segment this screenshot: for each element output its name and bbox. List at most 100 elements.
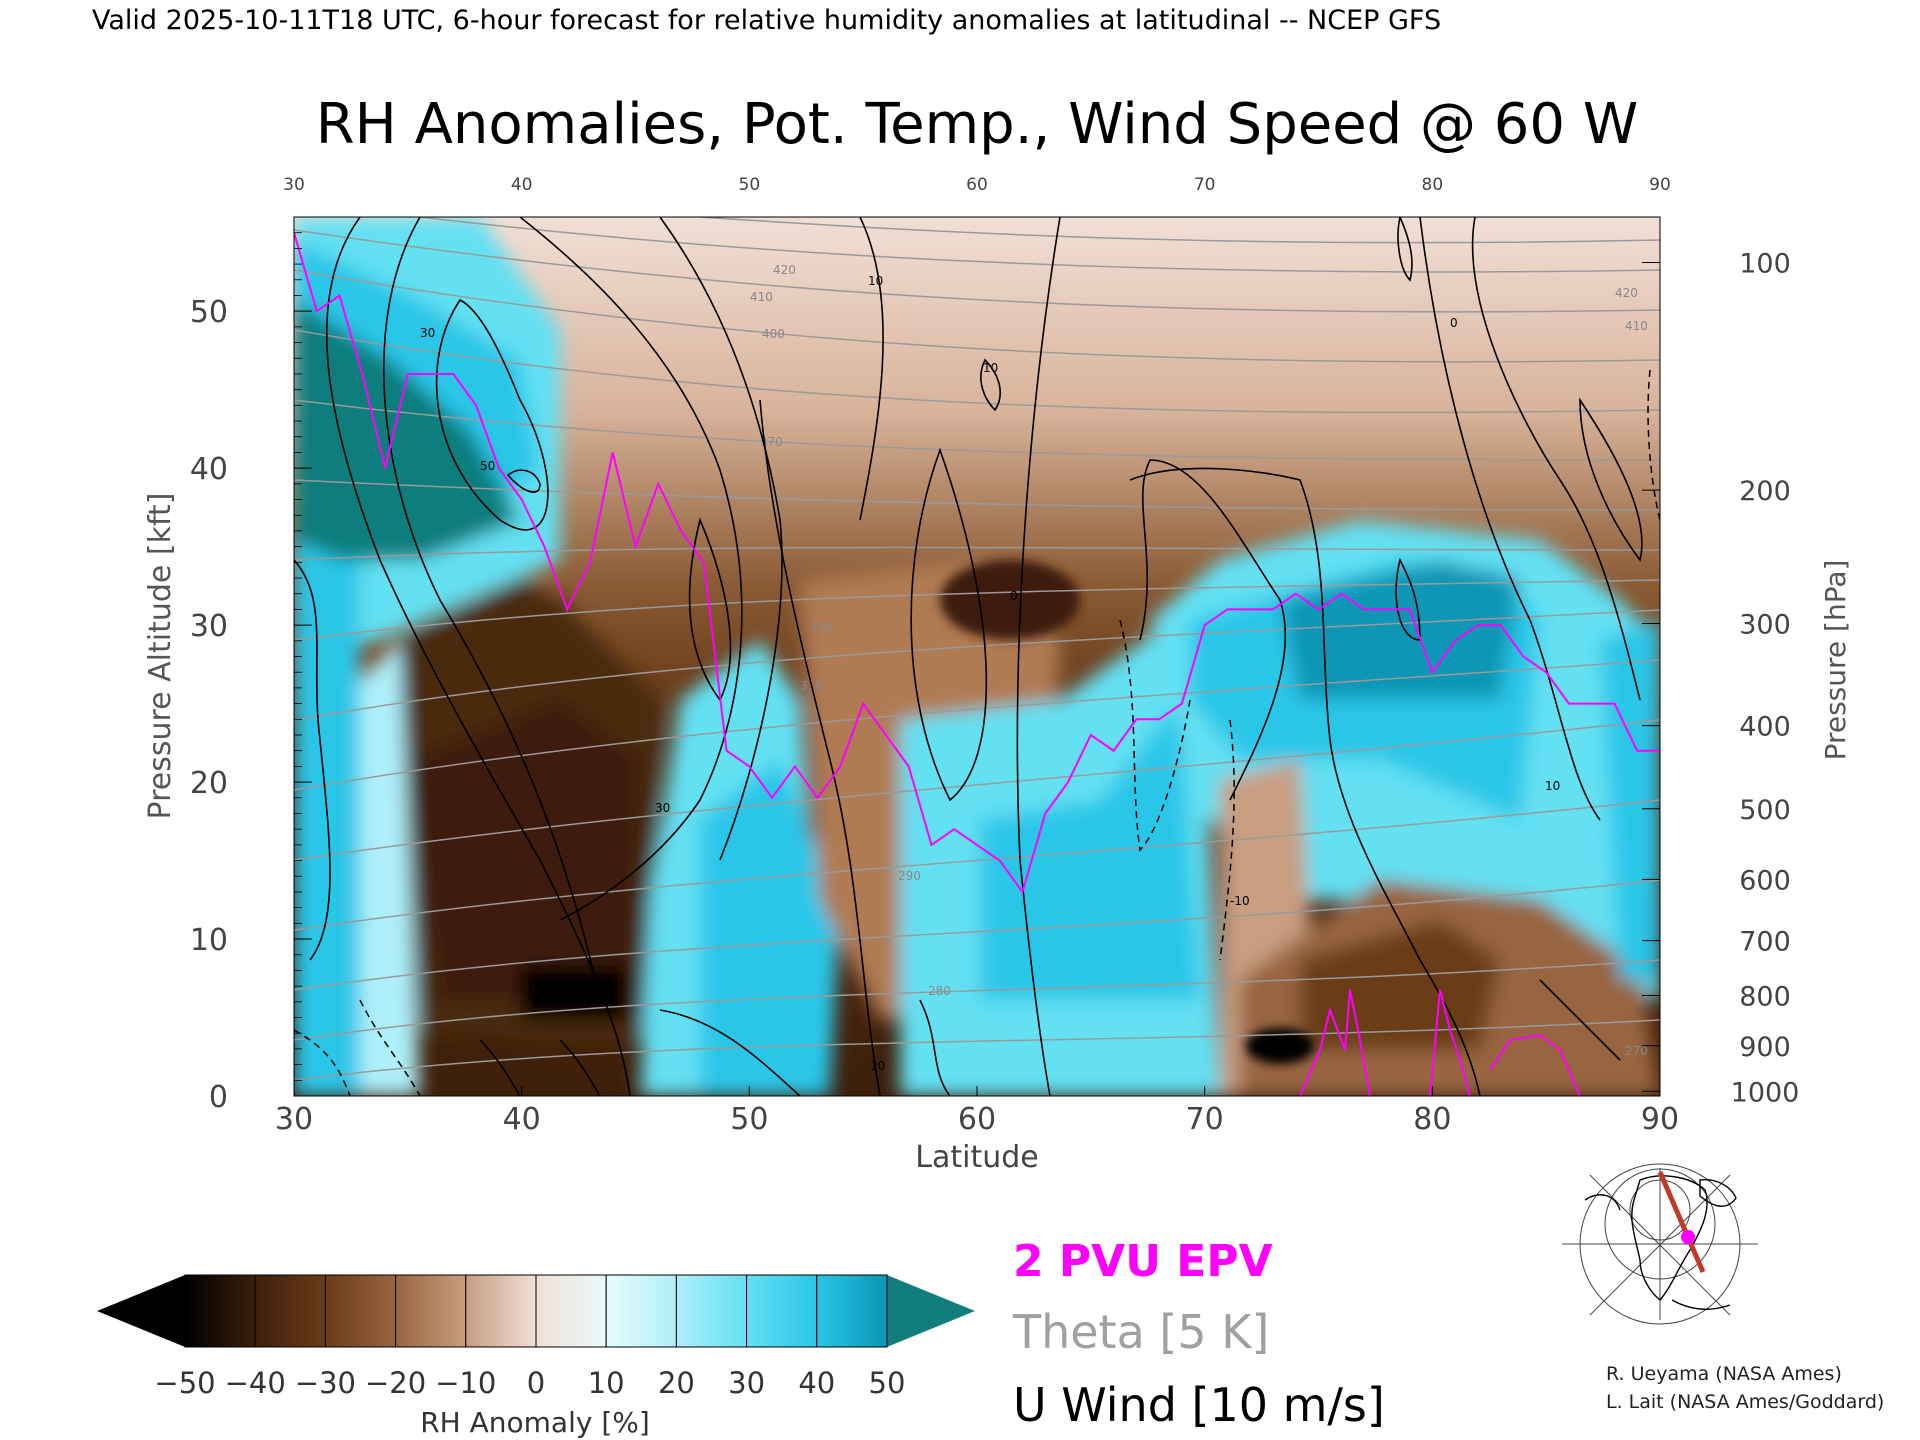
legend-theta: Theta [5 K] — [1012, 1305, 1269, 1359]
x-tick-label: 90 — [1641, 1102, 1679, 1137]
map-marker — [1681, 1230, 1695, 1244]
y-tick-label: 20 — [190, 766, 228, 801]
colorbar-tick-label: −10 — [435, 1366, 496, 1400]
legend: 2 PVU EPV Theta [5 K] U Wind [10 m/s] — [1012, 1236, 1385, 1432]
colorbar-tick-label: −30 — [295, 1366, 356, 1400]
theta-label: 400 — [762, 327, 785, 341]
colorbar-cell — [465, 1274, 537, 1348]
credit-line-1: R. Ueyama (NASA Ames) — [1606, 1363, 1842, 1385]
theta-label: 280 — [928, 984, 951, 998]
pressure-tick-label: 900 — [1739, 1032, 1791, 1063]
chart-title: RH Anomalies, Pot. Temp., Wind Speed @ 6… — [316, 92, 1638, 157]
y-tick-label: 30 — [190, 609, 228, 644]
pressure-tick-label: 1000 — [1731, 1077, 1800, 1108]
y-tick-label: 50 — [190, 295, 228, 330]
x-tick-label: 80 — [1413, 1102, 1451, 1137]
top-tick-label: 90 — [1649, 175, 1671, 195]
x-tick-label: 50 — [730, 1102, 768, 1137]
pressure-tick-label: 300 — [1739, 610, 1791, 641]
epv-2pvu-lower — [1299, 989, 1581, 1096]
wind-label: 10 — [868, 274, 883, 288]
top-tick-label: 80 — [1422, 175, 1444, 195]
colorbar-cell — [184, 1274, 256, 1348]
pressure-tick-label: 700 — [1739, 927, 1791, 958]
top-tick-label: 40 — [511, 175, 533, 195]
colorbar-tick-label: 40 — [798, 1366, 835, 1400]
top-tick-label: 30 — [283, 175, 305, 195]
wind-label: -10 — [1230, 894, 1250, 908]
theta-label: 410 — [1625, 319, 1648, 333]
theta-label: 270 — [1625, 1044, 1648, 1058]
legend-epv: 2 PVU EPV — [1013, 1236, 1273, 1287]
colorbar-tick-label: 10 — [588, 1366, 625, 1400]
legend-uwind: U Wind [10 m/s] — [1013, 1378, 1385, 1432]
latitude-ticks: 30 40 50 60 70 80 90 30 40 50 60 70 80 90 — [275, 175, 1679, 1137]
x-tick-label: 30 — [275, 1102, 313, 1137]
wind-label: 0 — [1010, 589, 1018, 603]
colorbar-tick-label: 20 — [658, 1366, 695, 1400]
plot-area: 420 410 400 370 320 310 290 280 270 420 … — [190, 175, 1800, 1137]
x-axis-title: Latitude — [915, 1140, 1038, 1175]
wind-contours — [294, 217, 1643, 1096]
colorbar-tick-label: 0 — [527, 1366, 545, 1400]
colorbar-tick-label: −40 — [225, 1366, 286, 1400]
wind-label: 30 — [655, 801, 670, 815]
wind-label: 50 — [480, 459, 495, 473]
wind-label: 10 — [983, 361, 998, 375]
header-text: Valid 2025-10-11T18 UTC, 6-hour forecast… — [92, 5, 1441, 36]
colorbar-cell — [816, 1274, 888, 1348]
colorbar-cell — [395, 1274, 467, 1348]
colorbar-cell — [254, 1274, 326, 1348]
colorbar-left-arrow — [97, 1275, 185, 1347]
colorbar-tick-label: 50 — [869, 1366, 906, 1400]
colorbar-tick-label: −20 — [365, 1366, 426, 1400]
colorbar-cell — [605, 1274, 677, 1348]
pressure-tick-label: 200 — [1739, 476, 1791, 507]
colorbar-label: RH Anomaly [%] — [420, 1406, 650, 1439]
colorbar: −50 −40 −30 −20 −10 0 10 20 30 40 50 RH Anomaly [%… — [97, 1274, 975, 1439]
wind-label: 10 — [1545, 779, 1560, 793]
y-tick-label: 40 — [190, 452, 228, 487]
y-tick-label: 10 — [190, 923, 228, 958]
locator-map — [1562, 1163, 1758, 1325]
top-tick-label: 50 — [739, 175, 761, 195]
top-tick-label: 60 — [966, 175, 988, 195]
epv-2pvu-line — [294, 232, 1660, 895]
x-tick-label: 40 — [503, 1102, 541, 1137]
pressure-tick-label: 800 — [1739, 982, 1791, 1013]
rh-anomaly-field: 420 410 400 370 320 310 290 280 270 420 … — [294, 217, 1660, 1096]
theta-label: 290 — [898, 869, 921, 883]
theta-label: 420 — [1615, 286, 1638, 300]
cross-section-line — [1657, 1171, 1706, 1273]
pressure-tick-label: 500 — [1739, 795, 1791, 826]
colorbar-cell — [675, 1274, 748, 1348]
x-tick-label: 70 — [1186, 1102, 1224, 1137]
colorbar-cell — [324, 1274, 397, 1348]
pressure-ticks: 100 200 300 400 500 600 700 800 900 1000 — [1642, 249, 1800, 1108]
pressure-tick-label: 600 — [1739, 865, 1791, 896]
wind-label: 10 — [870, 1059, 885, 1073]
colorbar-tick-label: 30 — [728, 1366, 765, 1400]
colorbar-cell — [746, 1274, 818, 1348]
theta-label: 420 — [773, 263, 796, 277]
wind-contours-negative — [294, 369, 1660, 1096]
theta-label: 410 — [750, 290, 773, 304]
y-axis-title-right: Pressure [hPa] — [1819, 560, 1852, 761]
kft-ticks: 0 10 20 30 40 50 — [190, 232, 312, 1115]
theta-label: 320 — [810, 621, 833, 635]
wind-label: 30 — [420, 326, 435, 340]
credit-line-2: L. Lait (NASA Ames/Goddard) — [1606, 1391, 1884, 1413]
colorbar-cell — [535, 1274, 607, 1348]
top-tick-label: 70 — [1194, 175, 1216, 195]
colorbar-right-arrow — [887, 1275, 975, 1347]
y-tick-label: 0 — [209, 1080, 228, 1115]
x-tick-label: 60 — [958, 1102, 996, 1137]
colorbar-tick-label: −50 — [154, 1366, 215, 1400]
pressure-tick-label: 100 — [1739, 249, 1791, 280]
y-axis-title-left: Pressure Altitude [kft] — [143, 493, 178, 820]
pressure-tick-label: 400 — [1739, 712, 1791, 743]
theta-label: 370 — [760, 435, 783, 449]
theta-isolines — [294, 217, 1660, 1081]
wind-label: 0 — [1450, 316, 1458, 330]
